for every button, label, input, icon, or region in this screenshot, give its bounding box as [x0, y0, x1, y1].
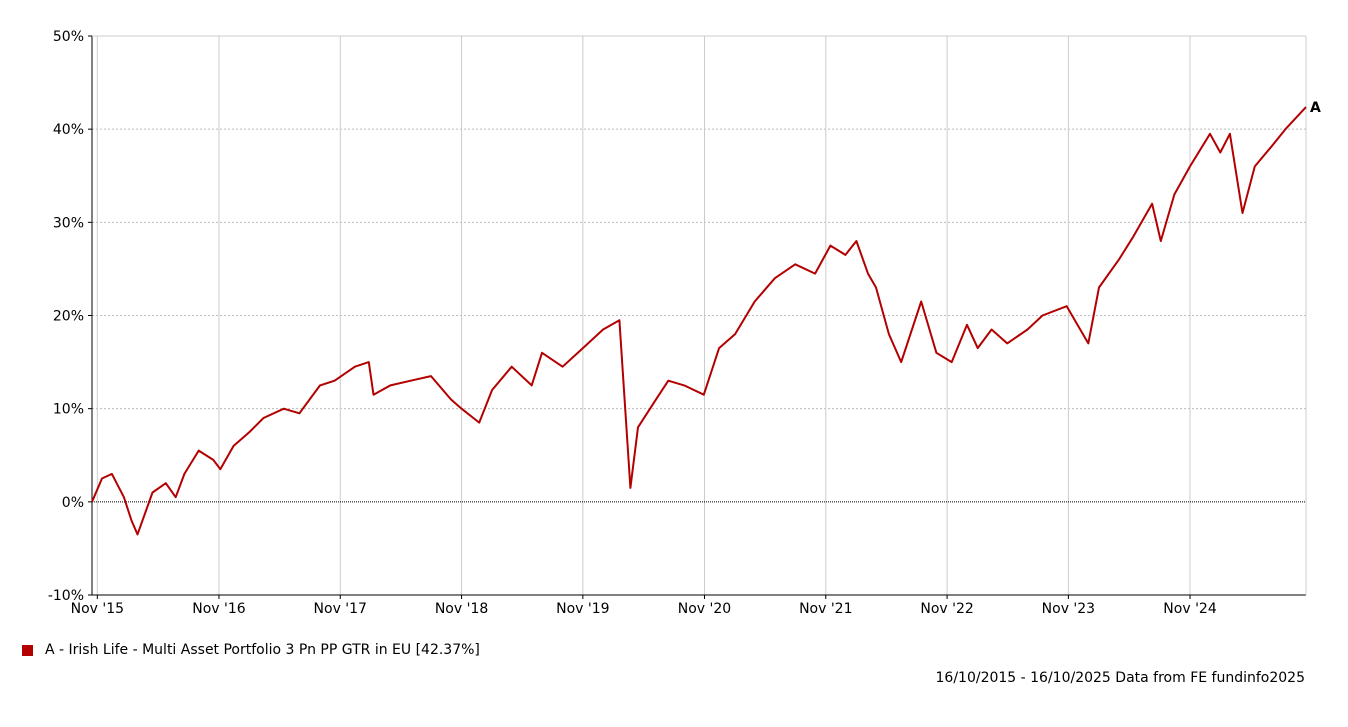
- legend-swatch: [22, 644, 33, 656]
- grid-lines: [92, 35, 1306, 595]
- x-tick-label: Nov '22: [920, 601, 973, 617]
- y-tick-label: 30%: [53, 215, 84, 231]
- x-tick-label: Nov '18: [435, 601, 488, 617]
- legend-label: A - Irish Life - Multi Asset Portfolio 3…: [45, 642, 480, 658]
- y-axis-tick-labels: 50% 40% 30% 20% 10% 0% -10%: [48, 29, 84, 604]
- x-tick-label: Nov '21: [799, 601, 852, 617]
- x-tick-label: Nov '16: [192, 601, 246, 617]
- x-tick-label: Nov '20: [678, 601, 731, 617]
- x-tick-label: Nov '17: [314, 601, 367, 617]
- x-tick-label: Nov '23: [1042, 601, 1095, 617]
- series-end-label: A: [1310, 100, 1321, 116]
- series-line: [91, 106, 1307, 536]
- y-tick-label: 10%: [53, 402, 84, 418]
- y-tick-label: 50%: [53, 29, 84, 45]
- x-axis-tick-labels: Nov '15 Nov '16 Nov '17 Nov '18 Nov '19 Nov '…: [71, 601, 1217, 617]
- x-tick-label: Nov '19: [556, 601, 609, 617]
- y-tick-label: -10%: [48, 588, 84, 604]
- legend: A - Irish Life - Multi Asset Portfolio 3…: [22, 642, 480, 658]
- y-tick-label: 20%: [53, 309, 84, 325]
- x-tick-label: Nov '15: [71, 601, 124, 617]
- line-chart: 50%40%30%20%10%0%-10% Nov '15 Nov '16 Nov …: [48, 29, 1321, 617]
- y-tick-label: 0%: [62, 495, 84, 511]
- series-group: [91, 106, 1307, 536]
- chart-axes: [88, 35, 1307, 599]
- x-tick-label: Nov '24: [1163, 601, 1217, 617]
- end-label-group: A: [1310, 100, 1321, 116]
- source-note: 16/10/2015 - 16/10/2025 Data from FE fun…: [935, 670, 1306, 686]
- y-tick-label: 40%: [53, 122, 84, 138]
